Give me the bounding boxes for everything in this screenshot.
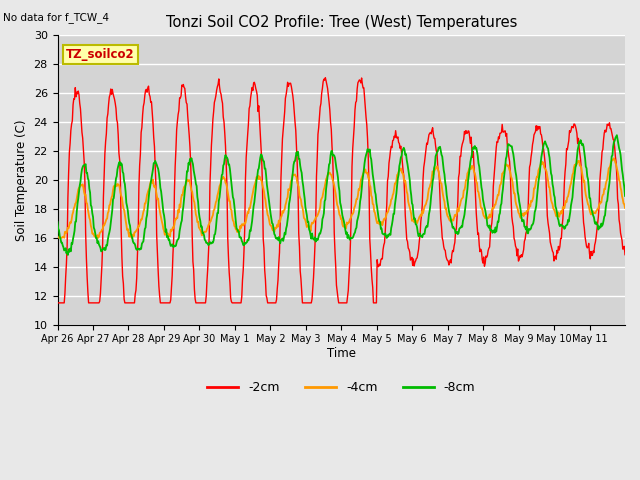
- Text: TZ_soilco2: TZ_soilco2: [66, 48, 134, 61]
- Title: Tonzi Soil CO2 Profile: Tree (West) Temperatures: Tonzi Soil CO2 Profile: Tree (West) Temp…: [166, 15, 517, 30]
- Y-axis label: Soil Temperature (C): Soil Temperature (C): [15, 119, 28, 240]
- X-axis label: Time: Time: [327, 347, 356, 360]
- Text: No data for f_TCW_4: No data for f_TCW_4: [3, 12, 109, 23]
- Legend: -2cm, -4cm, -8cm: -2cm, -4cm, -8cm: [202, 376, 481, 399]
